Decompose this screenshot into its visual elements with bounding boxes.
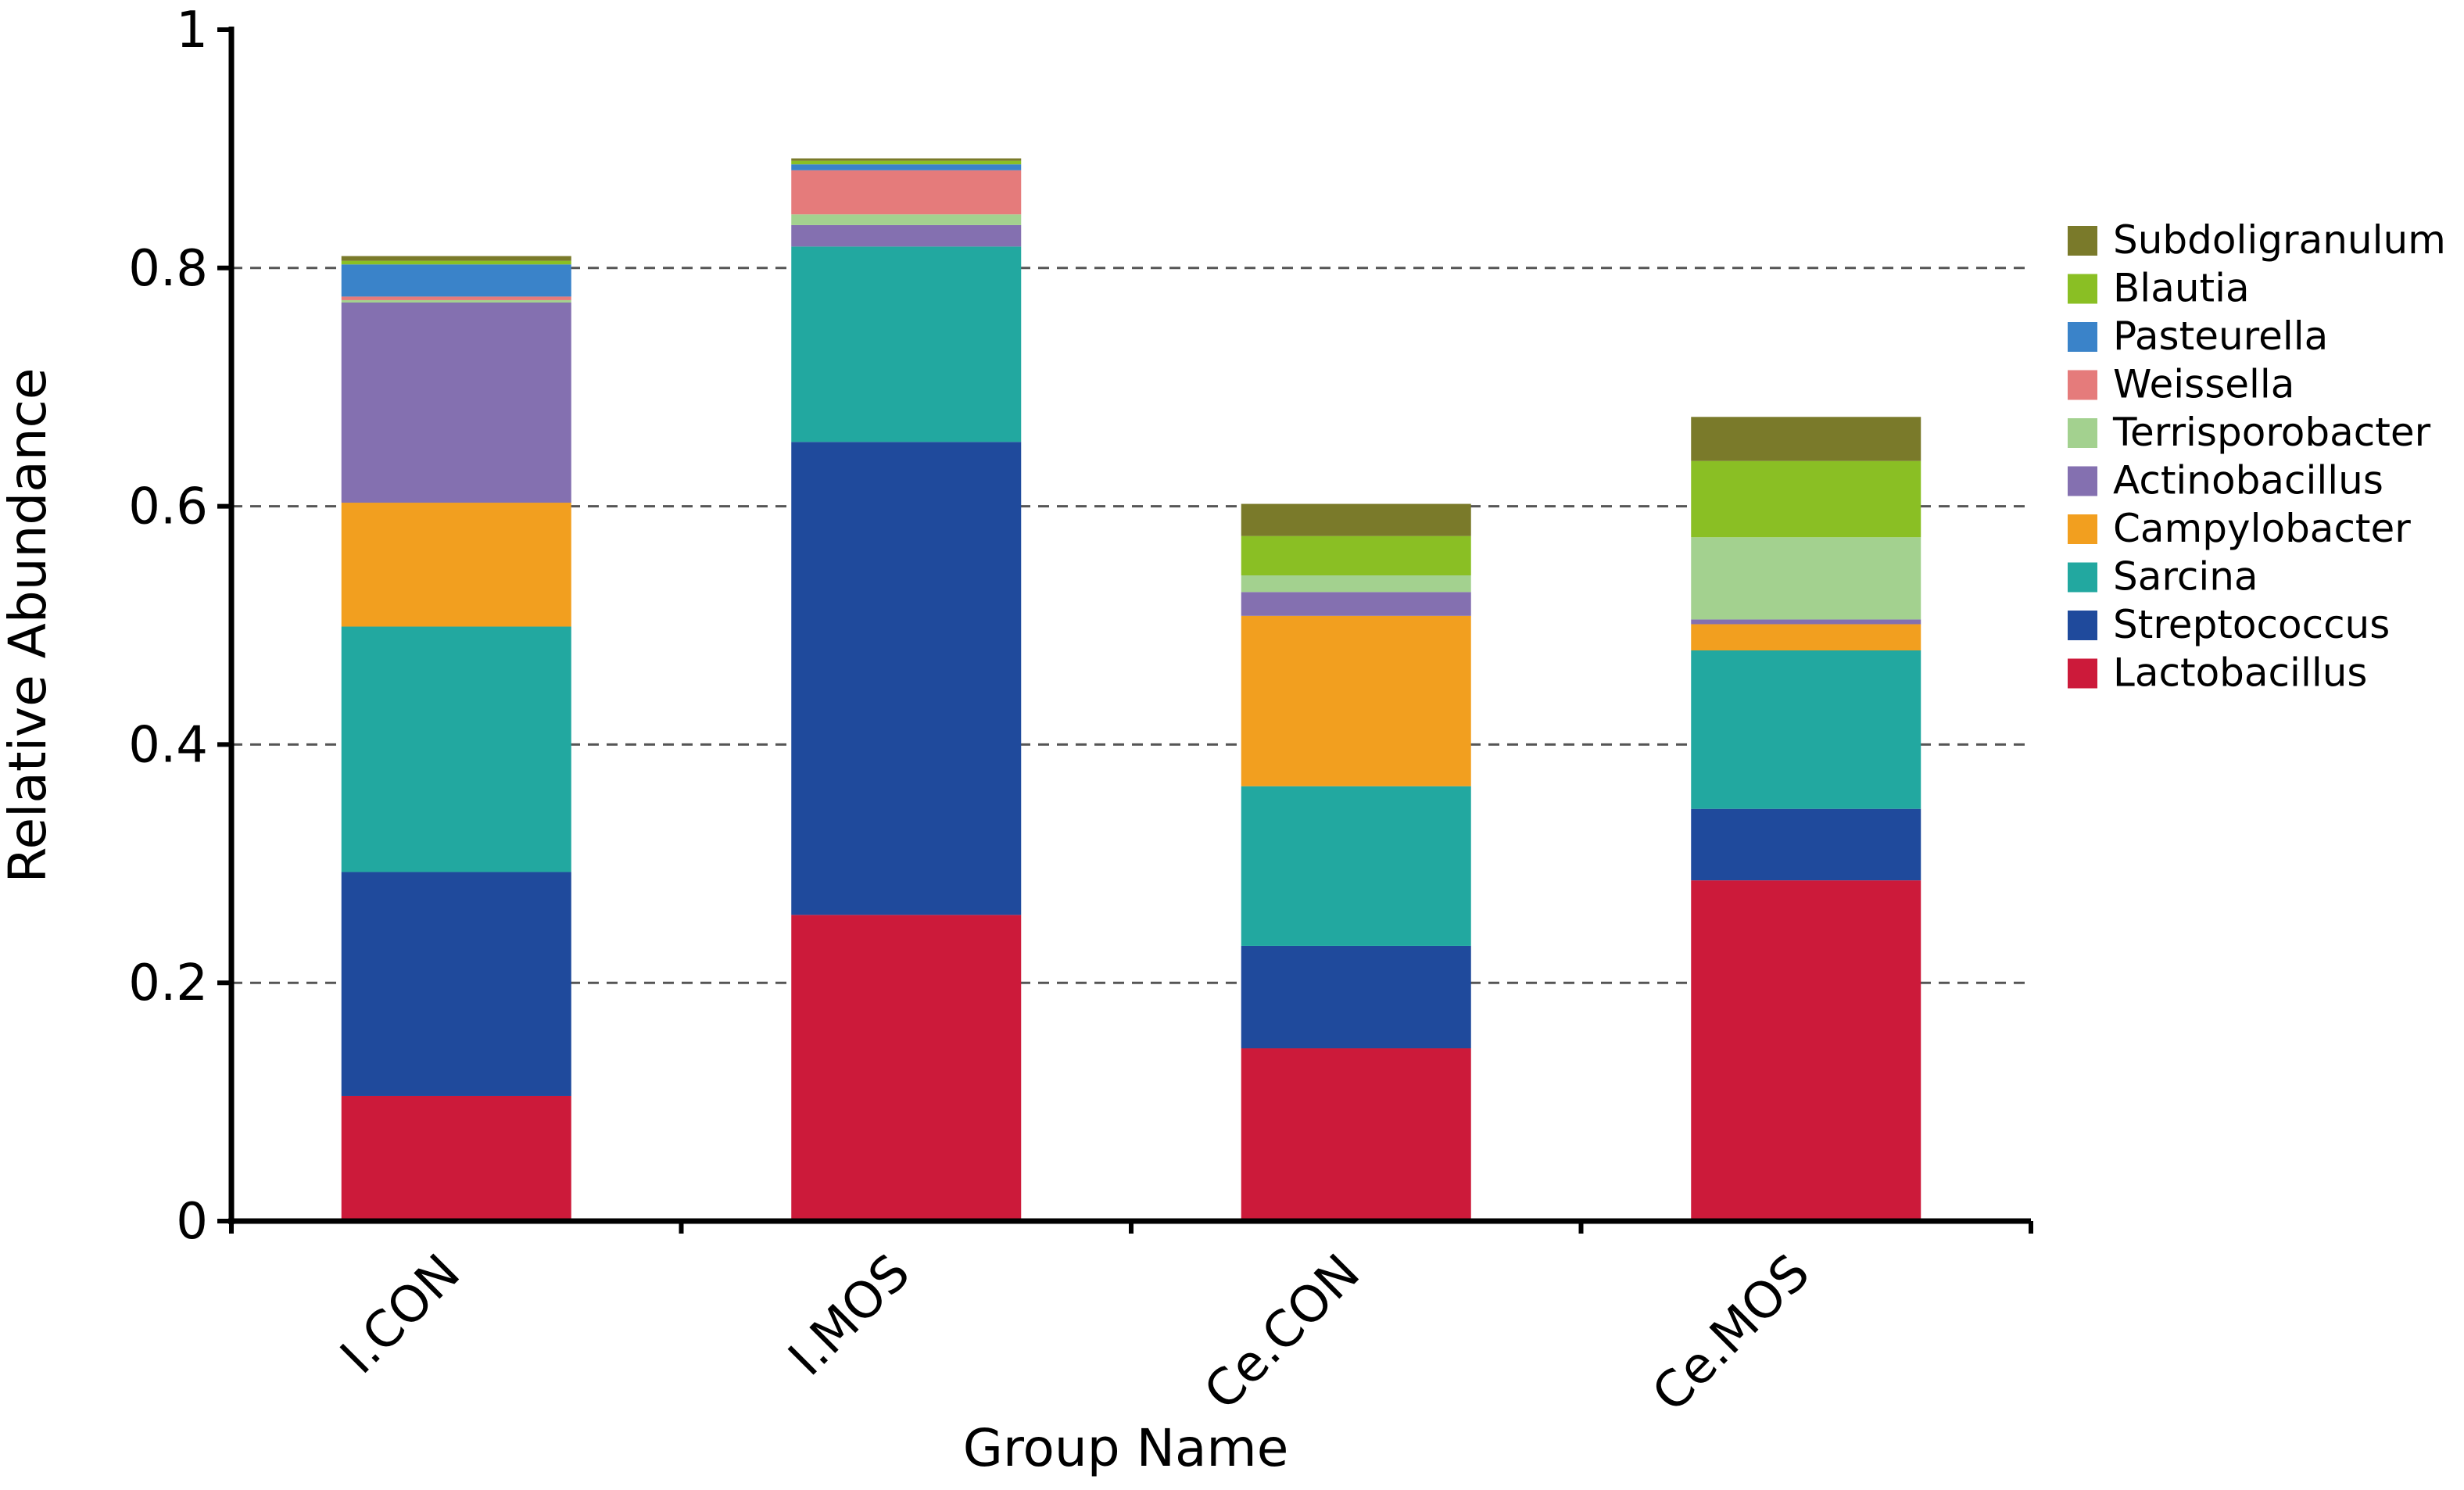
legend-swatch <box>2068 562 2097 593</box>
bar-segment-Ce.MOS-Subdoligranulum <box>1691 417 1921 461</box>
bar-segment-I.MOS-Actinobacillus <box>791 224 1022 247</box>
legend-label: Blautia <box>2113 266 2250 311</box>
bar-segment-I.MOS-Blautia <box>791 160 1022 165</box>
legend-item-Weissella: Weissella <box>2068 362 2294 407</box>
bar-segment-Ce.CON-Campylobacter <box>1241 615 1471 786</box>
y-tick-label-3: 0.6 <box>128 478 208 536</box>
y-tick-label-0: 0 <box>176 1193 208 1251</box>
y-tick-label-4: 0.8 <box>128 240 208 298</box>
bar-stack-I.CON <box>341 256 571 1221</box>
bar-segment-Ce.MOS-Actinobacillus <box>1691 619 1921 625</box>
x-category-label-Ce.MOS: Ce.MOS <box>1642 1244 1821 1424</box>
bar-segment-Ce.MOS-Lactobacillus <box>1691 880 1921 1221</box>
bar-segment-Ce.CON-Blautia <box>1241 535 1471 575</box>
legend-item-Terrisporobacter: Terrisporobacter <box>2068 410 2431 455</box>
bar-segment-I.MOS-Terrisporobacter <box>791 214 1022 225</box>
bar-segment-I.MOS-Subdoligranulum <box>791 158 1022 161</box>
y-ticks: 0 0.2 0.4 0.6 0.8 1 <box>128 2 231 1251</box>
bar-segment-Ce.MOS-Streptococcus <box>1691 808 1921 881</box>
bar-segment-Ce.CON-Sarcina <box>1241 786 1471 946</box>
y-tick-label-2: 0.4 <box>128 716 208 774</box>
y-tick-label-1: 0.2 <box>128 955 208 1012</box>
bars <box>341 158 1921 1221</box>
legend-label: Streptococcus <box>2113 602 2390 647</box>
legend-label: Campylobacter <box>2113 506 2411 551</box>
x-ticks: I.CON I.MOS Ce.CON Ce.MOS <box>229 1221 2033 1424</box>
bar-segment-I.CON-Actinobacillus <box>341 302 571 503</box>
legend-swatch <box>2068 611 2097 640</box>
y-tick-label-5: 1 <box>176 2 208 59</box>
legend-swatch <box>2068 466 2097 496</box>
x-category-label-I.CON: I.CON <box>330 1244 471 1385</box>
bar-segment-I.CON-Streptococcus <box>341 872 571 1096</box>
bar-segment-Ce.CON-Streptococcus <box>1241 945 1471 1049</box>
bar-stack-Ce.CON <box>1241 503 1471 1221</box>
bar-segment-Ce.CON-Subdoligranulum <box>1241 503 1471 536</box>
legend-item-Sarcina: Sarcina <box>2068 554 2258 600</box>
legend-item-Pasteurella: Pasteurella <box>2068 313 2328 359</box>
x-category-label-Ce.CON: Ce.CON <box>1194 1244 1371 1421</box>
legend-swatch <box>2068 418 2097 448</box>
bar-segment-Ce.CON-Actinobacillus <box>1241 592 1471 616</box>
legend-swatch <box>2068 226 2097 256</box>
legend-swatch <box>2068 514 2097 544</box>
legend-swatch <box>2068 322 2097 352</box>
bar-segment-I.CON-Blautia <box>341 260 571 265</box>
bar-segment-I.CON-Lactobacillus <box>341 1095 571 1221</box>
bar-segment-Ce.MOS-Campylobacter <box>1691 624 1921 651</box>
legend-item-Blautia: Blautia <box>2068 266 2250 311</box>
bar-segment-I.MOS-Sarcina <box>791 246 1022 442</box>
legend-swatch <box>2068 274 2097 304</box>
bar-segment-Ce.MOS-Terrisporobacter <box>1691 537 1921 620</box>
bar-segment-I.CON-Subdoligranulum <box>341 256 571 261</box>
x-category-label-I.MOS: I.MOS <box>778 1244 921 1387</box>
legend-item-Campylobacter: Campylobacter <box>2068 506 2411 551</box>
bar-segment-Ce.MOS-Blautia <box>1691 460 1921 538</box>
legend-label: Sarcina <box>2113 554 2258 600</box>
bar-segment-I.MOS-Weissella <box>791 170 1022 215</box>
legend-label: Subdoligranulum <box>2113 217 2446 263</box>
legend-swatch <box>2068 370 2097 400</box>
bar-segment-I.MOS-Lactobacillus <box>791 915 1022 1221</box>
legend-label: Pasteurella <box>2113 313 2328 359</box>
legend-label: Lactobacillus <box>2113 650 2367 696</box>
legend-swatch <box>2068 658 2097 689</box>
bar-stack-I.MOS <box>791 158 1022 1221</box>
bar-segment-I.CON-Campylobacter <box>341 503 571 627</box>
legend: SubdoligranulumBlautiaPasteurellaWeissel… <box>2068 217 2446 696</box>
bar-segment-I.CON-Terrisporobacter <box>341 299 571 303</box>
legend-item-Subdoligranulum: Subdoligranulum <box>2068 217 2446 263</box>
bar-segment-I.CON-Weissella <box>341 296 571 300</box>
x-axis-title: Group Name <box>963 1418 1289 1478</box>
legend-item-Streptococcus: Streptococcus <box>2068 602 2390 647</box>
bar-segment-I.MOS-Pasteurella <box>791 164 1022 170</box>
legend-label: Weissella <box>2113 362 2294 407</box>
y-axis-title: Relative Abundance <box>0 368 58 883</box>
bar-segment-I.CON-Sarcina <box>341 626 571 872</box>
bar-segment-I.MOS-Streptococcus <box>791 442 1022 915</box>
legend-label: Terrisporobacter <box>2112 410 2431 455</box>
legend-label: Actinobacillus <box>2113 458 2383 503</box>
bar-stack-Ce.MOS <box>1691 417 1921 1221</box>
bar-segment-Ce.CON-Lactobacillus <box>1241 1048 1471 1221</box>
bar-segment-I.CON-Pasteurella <box>341 264 571 297</box>
bar-segment-Ce.MOS-Sarcina <box>1691 650 1921 809</box>
legend-item-Lactobacillus: Lactobacillus <box>2068 650 2367 696</box>
bar-segment-Ce.CON-Terrisporobacter <box>1241 575 1471 593</box>
legend-item-Actinobacillus: Actinobacillus <box>2068 458 2383 503</box>
